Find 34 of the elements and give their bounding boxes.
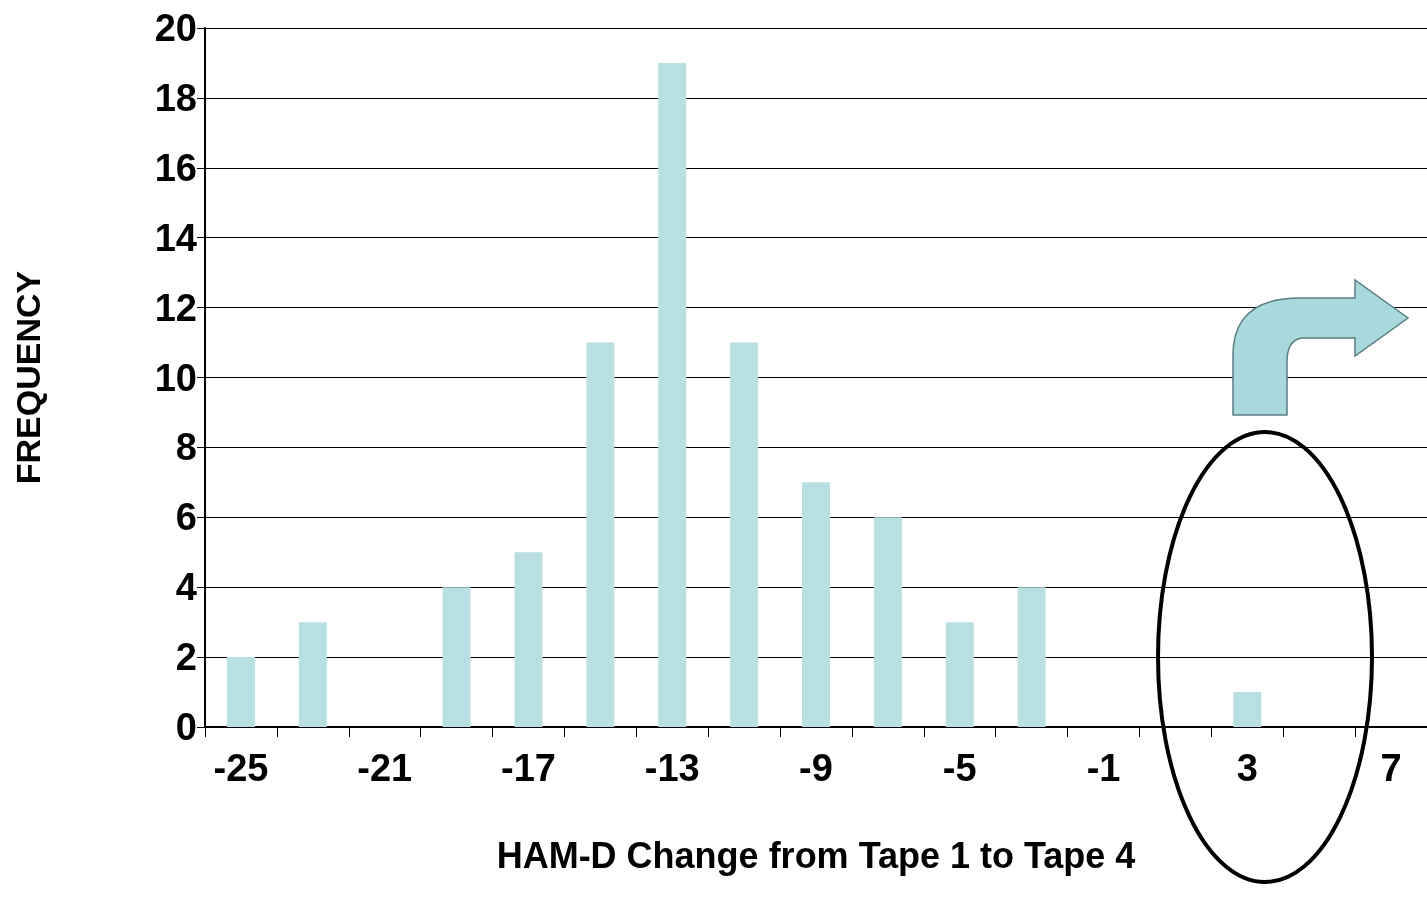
bar — [873, 517, 902, 727]
bar — [730, 342, 759, 727]
x-axis-title: HAM-D Change from Tape 1 to Tape 4 — [496, 834, 1136, 876]
bar — [1233, 692, 1262, 727]
x-tick-label: -25 — [213, 747, 269, 789]
x-tick-label: -5 — [942, 747, 977, 789]
y-tick-label: 10 — [154, 356, 197, 399]
y-tick-label: 2 — [175, 636, 197, 679]
x-tick-label: 3 — [1236, 747, 1258, 789]
y-tick-label: 8 — [175, 426, 197, 469]
y-tick-label: 4 — [175, 566, 197, 609]
x-tick-label: -1 — [1086, 747, 1121, 789]
bar — [514, 552, 543, 727]
bar — [802, 482, 830, 727]
bar — [586, 342, 615, 727]
bar — [1017, 587, 1046, 727]
y-tick-label: 16 — [154, 146, 197, 189]
y-tick-label: 12 — [154, 286, 197, 329]
y-tick-label: 18 — [154, 76, 197, 119]
bar — [442, 587, 471, 727]
bar — [945, 622, 974, 727]
x-tick-label: -17 — [501, 747, 556, 789]
x-tick-label: -9 — [799, 747, 833, 789]
y-tick-label: 6 — [175, 496, 197, 539]
bar — [658, 62, 687, 727]
x-tick-label: 7 — [1380, 747, 1402, 789]
y-tick-label: 20 — [154, 7, 197, 49]
y-tick-label: 0 — [175, 706, 197, 748]
y-tick-label: 14 — [154, 216, 197, 259]
bar — [298, 622, 327, 727]
bar — [226, 657, 255, 727]
y-axis-title: FREQUENCY — [9, 270, 47, 485]
x-tick-label: -21 — [357, 747, 413, 789]
x-tick-label: -13 — [644, 747, 700, 789]
